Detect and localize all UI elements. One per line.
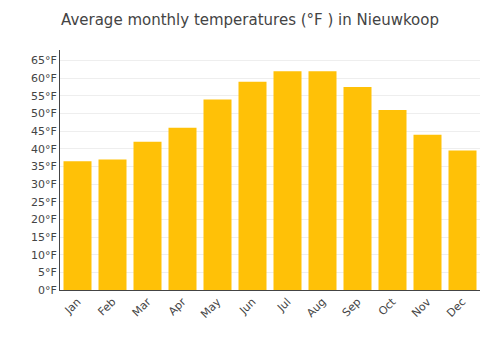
svg-text:May: May <box>198 295 224 321</box>
svg-text:20°F: 20°F <box>31 213 57 226</box>
svg-text:40°F: 40°F <box>31 143 57 156</box>
svg-text:Apr: Apr <box>166 295 189 318</box>
svg-text:25°F: 25°F <box>31 196 57 209</box>
svg-text:35°F: 35°F <box>31 160 57 173</box>
svg-text:65°F: 65°F <box>31 54 57 67</box>
svg-text:45°F: 45°F <box>31 125 57 138</box>
svg-text:30°F: 30°F <box>31 178 57 191</box>
svg-text:Dec: Dec <box>444 296 468 320</box>
svg-text:15°F: 15°F <box>31 231 57 244</box>
svg-text:Oct: Oct <box>376 295 399 318</box>
svg-text:55°F: 55°F <box>31 90 57 103</box>
svg-text:Sep: Sep <box>340 296 364 320</box>
svg-text:50°F: 50°F <box>31 107 57 120</box>
svg-text:Feb: Feb <box>96 296 119 319</box>
svg-text:Mar: Mar <box>130 295 154 319</box>
svg-text:Aug: Aug <box>304 296 328 320</box>
svg-text:60°F: 60°F <box>31 72 57 85</box>
svg-text:5°F: 5°F <box>38 266 57 279</box>
svg-text:Nov: Nov <box>409 295 434 320</box>
svg-text:Jul: Jul <box>274 296 293 315</box>
svg-text:Average monthly temperatures (: Average monthly temperatures (°F ) in Ni… <box>61 11 439 29</box>
svg-text:Jun: Jun <box>236 295 258 317</box>
svg-text:Jan: Jan <box>62 296 84 318</box>
svg-text:10°F: 10°F <box>31 249 57 262</box>
svg-text:0°F: 0°F <box>38 284 57 297</box>
